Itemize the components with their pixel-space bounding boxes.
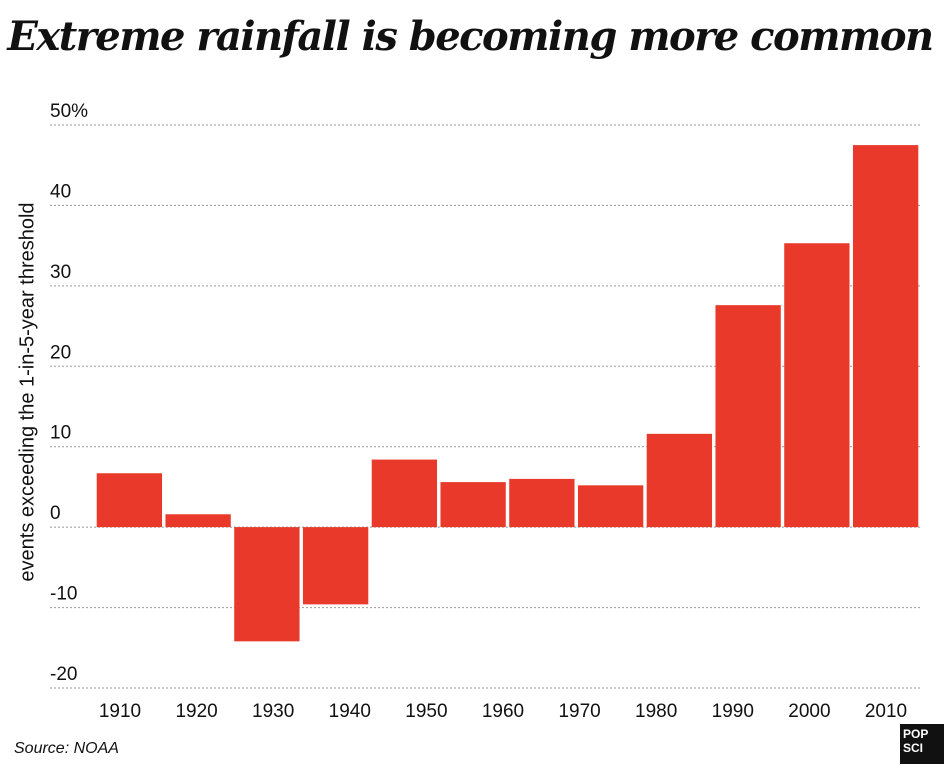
x-tick-label: 1950 (405, 701, 447, 722)
x-tick-label: 2010 (865, 701, 907, 722)
y-tick-label: 40 (50, 181, 71, 202)
x-tick-label: 1940 (329, 701, 371, 722)
y-tick-label: 20 (50, 342, 71, 363)
bar (715, 305, 781, 528)
y-tick-label: 0 (50, 503, 61, 524)
x-tick-label: 1970 (558, 701, 600, 722)
x-tick-label: 1990 (712, 701, 754, 722)
bar (302, 527, 369, 605)
bar (646, 433, 713, 528)
x-tick-label: 2000 (788, 701, 830, 722)
y-axis-label: events exceeding the 1-in-5-year thresho… (16, 202, 38, 581)
y-tick-label: -20 (50, 664, 77, 685)
chart-title: Extreme rainfall is becoming more common (6, 13, 932, 60)
x-tick-label: 1960 (482, 701, 524, 722)
bar (509, 478, 575, 528)
logo-text: POP (903, 727, 928, 741)
bar (371, 459, 438, 528)
bar (165, 514, 231, 528)
bar (577, 485, 644, 528)
x-tick-label: 1920 (175, 701, 217, 722)
source: Source: NOAA (14, 740, 119, 757)
bar (234, 527, 300, 642)
logo-text: SCI (903, 741, 923, 755)
logo-box (900, 724, 944, 764)
x-tick-label: 1980 (635, 701, 677, 722)
bar (784, 243, 850, 528)
y-tick-label: 50% (50, 101, 88, 122)
x-tick-label: 1910 (99, 701, 141, 722)
bar (96, 473, 163, 528)
x-tick-label: 1930 (252, 701, 294, 722)
y-tick-label: 10 (50, 423, 71, 444)
y-tick-label: 30 (50, 262, 71, 283)
bar (440, 482, 506, 528)
y-tick-label: -10 (50, 584, 77, 605)
bar (852, 145, 919, 528)
